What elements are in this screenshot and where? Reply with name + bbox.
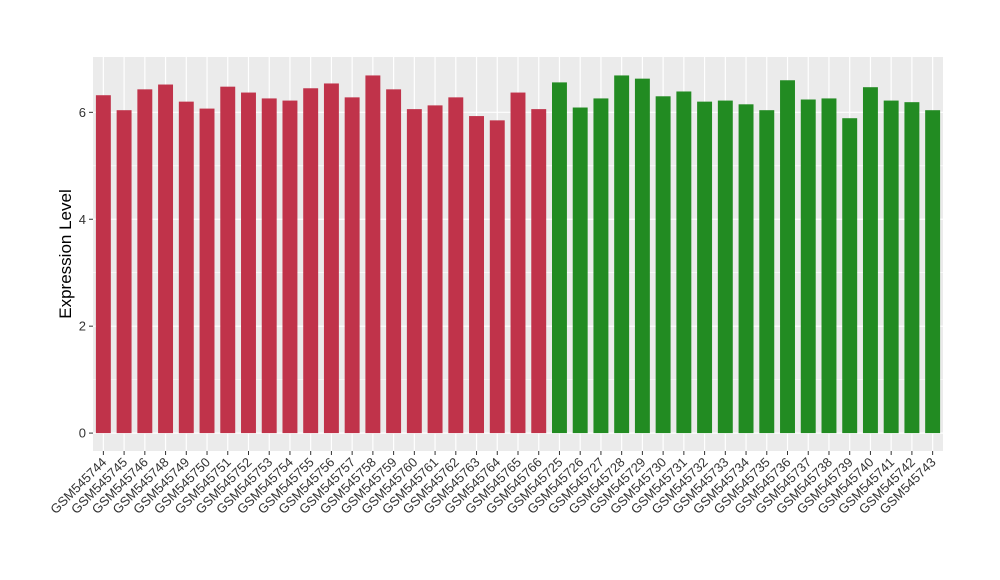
- y-axis-label: Expression Level: [56, 189, 75, 318]
- bar: [593, 98, 609, 434]
- y-tick-label: 6: [79, 105, 86, 120]
- bar: [220, 86, 236, 434]
- bar: [572, 107, 588, 434]
- bar: [676, 91, 692, 434]
- y-tick-label: 0: [79, 426, 86, 441]
- bar: [303, 88, 319, 434]
- bar: [717, 100, 733, 434]
- bar: [158, 84, 174, 434]
- bar: [510, 92, 526, 434]
- bar: [344, 97, 360, 434]
- bar: [116, 110, 132, 434]
- bar: [386, 89, 402, 434]
- bar: [178, 101, 194, 434]
- bar: [95, 95, 111, 434]
- bar: [199, 108, 215, 434]
- bar: [842, 118, 858, 434]
- bar: [531, 109, 547, 434]
- bar: [614, 75, 630, 434]
- bar: [489, 120, 505, 434]
- bar: [323, 83, 339, 434]
- bar: [883, 100, 899, 434]
- bar: [469, 116, 484, 434]
- y-tick-label: 2: [79, 319, 86, 334]
- bar: [241, 92, 256, 434]
- bar: [427, 105, 443, 434]
- bar: [697, 101, 713, 434]
- bar: [282, 100, 298, 434]
- bar: [261, 98, 277, 434]
- bar: [365, 75, 381, 434]
- bar: [862, 87, 878, 434]
- bar: [904, 102, 920, 434]
- bar: [780, 80, 795, 434]
- bar: [800, 99, 816, 434]
- bar: [925, 110, 941, 434]
- bar: [655, 96, 671, 434]
- bar: [406, 109, 422, 434]
- bar: [552, 82, 567, 434]
- bar: [821, 98, 837, 434]
- bar: [759, 110, 775, 434]
- bar: [137, 89, 153, 434]
- bar: [738, 104, 754, 434]
- bar: [634, 78, 650, 434]
- bar: [448, 97, 464, 434]
- y-tick-label: 4: [79, 212, 86, 227]
